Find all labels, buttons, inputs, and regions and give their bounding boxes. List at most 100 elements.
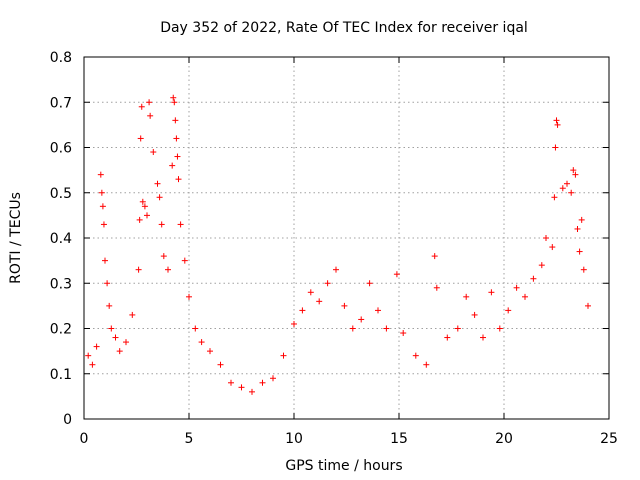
data-point [471, 311, 478, 318]
plot-frame [83, 56, 610, 420]
data-point [108, 325, 115, 332]
data-point [141, 203, 148, 210]
data-point [358, 316, 365, 323]
data-point [580, 266, 587, 273]
y-tick-label: 0.5 [50, 186, 72, 202]
data-point [228, 379, 234, 386]
data-point [198, 339, 205, 346]
data-point [505, 307, 512, 314]
data-point [259, 379, 266, 386]
data-point [217, 361, 224, 368]
axis-ticks: 0 5 10 15 20 25 0 0.1 0.2 0.3 0.4 0.5 0.6 0.7 0.8 [50, 50, 618, 447]
data-point [138, 103, 145, 110]
y-tick-label: 0.4 [50, 231, 72, 247]
data-point [400, 330, 407, 337]
y-tick-label: 0.2 [50, 322, 72, 338]
data-point [93, 343, 100, 350]
data-point [99, 203, 106, 210]
data-point [333, 266, 339, 273]
data-point [554, 121, 561, 128]
data-point [444, 334, 451, 341]
data-point [85, 352, 92, 359]
data-point [568, 189, 575, 196]
data-point [496, 325, 503, 332]
data-point [383, 325, 390, 332]
data-point [207, 348, 213, 355]
data-point [165, 266, 171, 273]
x-axis-label: GPS time / hours [285, 458, 402, 474]
data-point [549, 244, 556, 251]
data-point [585, 302, 591, 309]
data-point [177, 221, 184, 228]
data-point [530, 275, 537, 282]
data-point [433, 284, 440, 291]
data-point [104, 280, 111, 287]
data-point [454, 325, 461, 332]
data-points [85, 94, 591, 395]
data-point [158, 221, 165, 228]
data-point [146, 99, 153, 106]
data-point [366, 280, 373, 287]
data-point [100, 221, 107, 228]
grid-lines [84, 57, 609, 419]
data-point [463, 293, 470, 300]
y-tick-label: 0.6 [50, 141, 72, 157]
data-point [488, 289, 495, 296]
data-point [89, 361, 96, 368]
y-tick-label: 0.3 [50, 276, 72, 292]
data-point [551, 194, 558, 201]
data-point [423, 361, 430, 368]
y-tick-label: 0.1 [50, 367, 72, 383]
data-point [307, 289, 314, 296]
data-point [316, 298, 323, 305]
data-point [174, 153, 181, 160]
x-tick-label: 20 [495, 431, 513, 447]
data-point [154, 180, 161, 187]
data-point [102, 257, 108, 264]
data-point [123, 339, 129, 346]
x-tick-label: 25 [600, 431, 618, 447]
data-point [553, 117, 560, 124]
data-point [170, 94, 177, 101]
data-point [280, 352, 287, 359]
data-point [139, 198, 146, 205]
data-point [173, 135, 180, 142]
data-point [299, 307, 306, 314]
data-point [574, 225, 581, 232]
data-point [291, 320, 297, 327]
x-tick-label: 15 [390, 431, 408, 447]
data-point [412, 352, 419, 359]
data-point [578, 216, 585, 223]
data-point [192, 325, 199, 332]
data-point [129, 311, 136, 318]
data-point [172, 117, 179, 124]
data-point [136, 216, 143, 223]
x-tick-label: 10 [285, 431, 303, 447]
x-tick-label: 0 [80, 431, 89, 447]
data-point [156, 194, 163, 201]
y-tick-label: 0.8 [50, 50, 72, 66]
data-point [116, 348, 123, 355]
data-point [169, 162, 176, 169]
data-point [238, 384, 245, 391]
data-point [543, 235, 549, 241]
data-point [538, 262, 545, 269]
data-point [175, 176, 182, 183]
data-point [181, 257, 188, 264]
data-point [513, 284, 520, 291]
data-point [249, 388, 255, 395]
chart-title: Day 352 of 2022, Rate Of TEC Index for r… [160, 20, 528, 36]
data-point [98, 189, 105, 196]
data-point [171, 99, 178, 106]
data-point [431, 253, 438, 260]
data-point [480, 334, 486, 341]
data-point [559, 185, 566, 192]
data-point [576, 248, 583, 255]
data-point [97, 171, 104, 178]
data-point [147, 112, 154, 119]
data-point [112, 334, 119, 341]
data-point [137, 135, 144, 142]
data-point [150, 149, 157, 156]
data-point [144, 212, 150, 219]
